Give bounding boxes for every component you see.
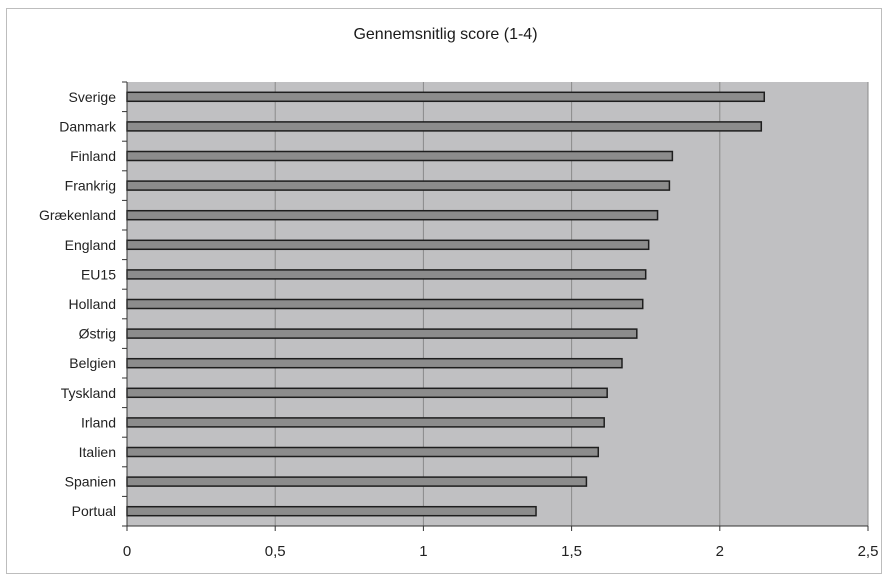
bar bbox=[126, 298, 644, 310]
category-label: Danmark bbox=[59, 118, 117, 134]
bar bbox=[126, 269, 647, 280]
bar bbox=[126, 328, 638, 339]
bar bbox=[126, 387, 608, 399]
bar bbox=[126, 180, 671, 191]
x-tick-label: 1,5 bbox=[561, 543, 582, 560]
bar bbox=[126, 357, 623, 369]
bar bbox=[126, 150, 674, 162]
category-label: England bbox=[65, 237, 116, 253]
x-tick-label: 0,5 bbox=[265, 543, 286, 560]
x-tick-label: 2,5 bbox=[858, 543, 879, 560]
bar bbox=[126, 121, 763, 132]
bar bbox=[126, 91, 766, 103]
category-label: Finland bbox=[70, 148, 116, 164]
category-label: Portual bbox=[72, 503, 116, 519]
bar bbox=[126, 417, 605, 428]
category-label: Grækenland bbox=[39, 207, 116, 223]
x-tick-label: 1 bbox=[419, 543, 427, 560]
category-label: Belgien bbox=[69, 355, 116, 371]
category-label: Italien bbox=[79, 444, 116, 460]
category-label: Spanien bbox=[65, 474, 116, 490]
x-tick-label: 2 bbox=[716, 543, 724, 560]
bar bbox=[126, 476, 588, 487]
chart-title: Gennemsnitlig score (1-4) bbox=[353, 26, 538, 43]
category-label: Tyskland bbox=[61, 385, 116, 401]
category-label: Holland bbox=[69, 296, 116, 312]
category-label: Frankrig bbox=[65, 178, 116, 194]
bar bbox=[126, 209, 659, 221]
bar bbox=[126, 239, 650, 251]
x-tick-label: 0 bbox=[123, 543, 131, 560]
category-label: Irland bbox=[81, 414, 116, 430]
category-label: Sverige bbox=[69, 89, 117, 105]
bar bbox=[126, 505, 537, 517]
bar bbox=[126, 446, 600, 458]
category-label: EU15 bbox=[81, 266, 116, 282]
labels: 0 0,5 1 1,5 2 2,5 Sverige Danmark Finland Frankri… bbox=[39, 89, 878, 560]
category-label: Østrig bbox=[79, 326, 116, 342]
axes bbox=[122, 81, 869, 531]
